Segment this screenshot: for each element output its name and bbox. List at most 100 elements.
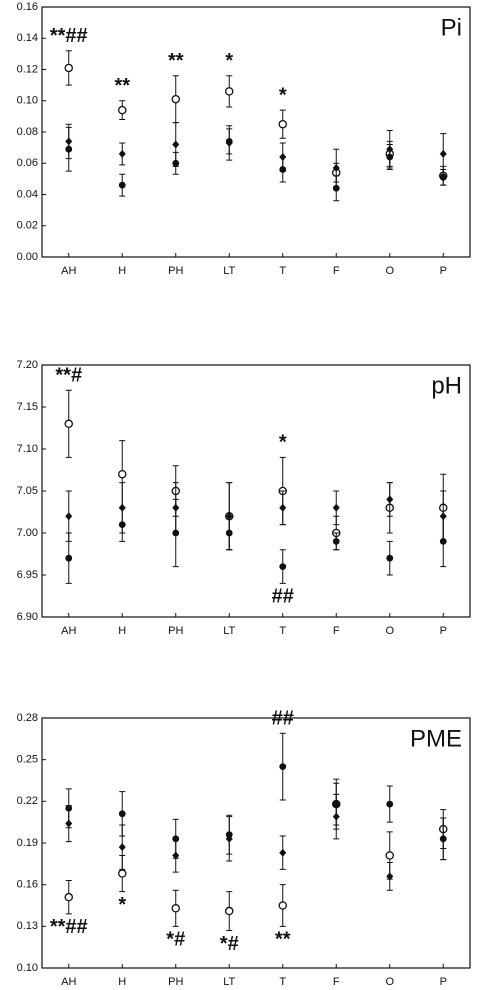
x-tick-label: O [385,976,394,988]
diamond-point [172,140,180,149]
y-tick-label: 0.06 [17,157,38,169]
diamond-point [65,512,73,521]
y-tick-label: 7.10 [17,443,38,455]
diamond-point [332,163,340,172]
y-tick-label: 0.25 [17,754,38,766]
x-tick-label: AH [61,265,76,277]
x-tick-label: O [385,265,394,277]
diamond-point [65,819,73,828]
significance-annotation: *# [166,929,185,951]
diamond-point [332,503,340,512]
x-tick-label: LT [223,625,235,637]
filled-circle-point [279,763,287,771]
x-tick-label: P [440,265,447,277]
filled-circle-point [332,538,340,545]
diamond-point [279,503,287,512]
y-tick-label: 0.14 [17,32,38,44]
y-tick-label: 0.00 [17,251,38,263]
diamond-point [225,512,233,521]
y-tick-label: 0.13 [17,920,38,932]
significance-annotation: * [118,894,126,916]
open-circle-point [118,869,127,878]
x-tick-label: F [333,976,340,988]
y-tick-label: 7.15 [17,401,38,413]
diamond-point [279,848,287,857]
panel: Pi 0.00 0.02 0.04 0.06 0.08 0.10 0.12 0.14 0.16 AH… [17,1,471,277]
open-circle-point [118,105,127,115]
open-circle-point [118,469,127,479]
diamond-point [386,145,394,154]
x-tick-label: T [279,265,286,277]
diamond-point [439,512,447,521]
significance-annotation: **# [55,364,82,386]
y-tick-label: 0.19 [17,837,38,849]
diamond-point [118,149,126,158]
open-circle-point [278,901,287,910]
open-circle-point [278,119,287,129]
y-tick-label: 0.10 [17,962,38,974]
filled-circle-point [386,554,394,562]
x-tick-label: PH [168,976,183,988]
significance-annotation: ** [168,50,184,72]
panel: PME 0.10 0.13 0.16 0.19 0.22 0.25 0.28 AH H PH LT T F… [17,708,471,988]
open-circle-point [171,904,180,913]
significance-annotation: * [279,432,287,454]
diamond-point [65,137,73,146]
filled-circle-point [118,810,126,818]
open-circle-point [64,63,74,73]
filled-circle-point [65,554,73,562]
significance-annotation: ** [114,75,130,97]
y-tick-label: 0.16 [17,1,38,13]
y-tick-label: 0.28 [17,712,38,724]
x-tick-label: AH [61,976,76,988]
x-tick-label: H [118,265,126,277]
diamond-point [118,503,126,512]
x-tick-label: PH [168,625,183,637]
y-tick-label: 0.04 [17,188,38,200]
filled-circle-point [279,563,287,570]
filled-circle-point [439,173,447,181]
open-circle-point [224,906,234,916]
diamond-point [386,495,394,504]
y-tick-label: 0.10 [17,95,38,107]
x-tick-label: F [333,265,340,277]
y-tick-label: 7.05 [17,485,38,497]
panel-title: PME [410,725,462,752]
plot-frame [41,717,471,969]
plot-frame [41,6,471,258]
open-circle-point [224,87,234,96]
significance-annotation: * [279,84,287,106]
plot-frame [41,364,471,618]
x-tick-label: PH [168,265,183,277]
y-tick-label: 0.16 [17,879,38,891]
diamond-point [172,503,180,512]
x-tick-label: T [279,976,286,988]
open-circle-point [64,892,74,902]
x-tick-label: LT [223,976,235,988]
significance-annotation: **## [50,25,88,47]
x-tick-label: LT [223,265,235,277]
x-tick-label: O [385,625,394,637]
diamond-point [386,872,394,881]
y-tick-label: 0.22 [17,795,38,807]
diamond-point [225,834,233,843]
panel-title: Pi [441,14,462,41]
significance-annotation: ## [272,586,294,608]
diamond-point [332,812,340,821]
diamond-point [118,843,126,852]
open-circle-point [64,419,74,429]
filled-circle-point [118,181,126,189]
x-tick-label: AH [61,625,76,637]
x-tick-label: P [440,625,447,637]
significance-annotation: ** [275,929,291,951]
diamond-point [225,138,233,147]
x-tick-label: H [118,625,126,637]
y-tick-label: 7.00 [17,527,38,539]
significance-annotation: * [225,50,233,72]
y-tick-label: 0.02 [17,220,38,232]
x-tick-label: F [333,625,340,637]
x-tick-label: H [118,976,126,988]
filled-circle-point [386,800,394,808]
significance-annotation: **## [50,916,88,938]
